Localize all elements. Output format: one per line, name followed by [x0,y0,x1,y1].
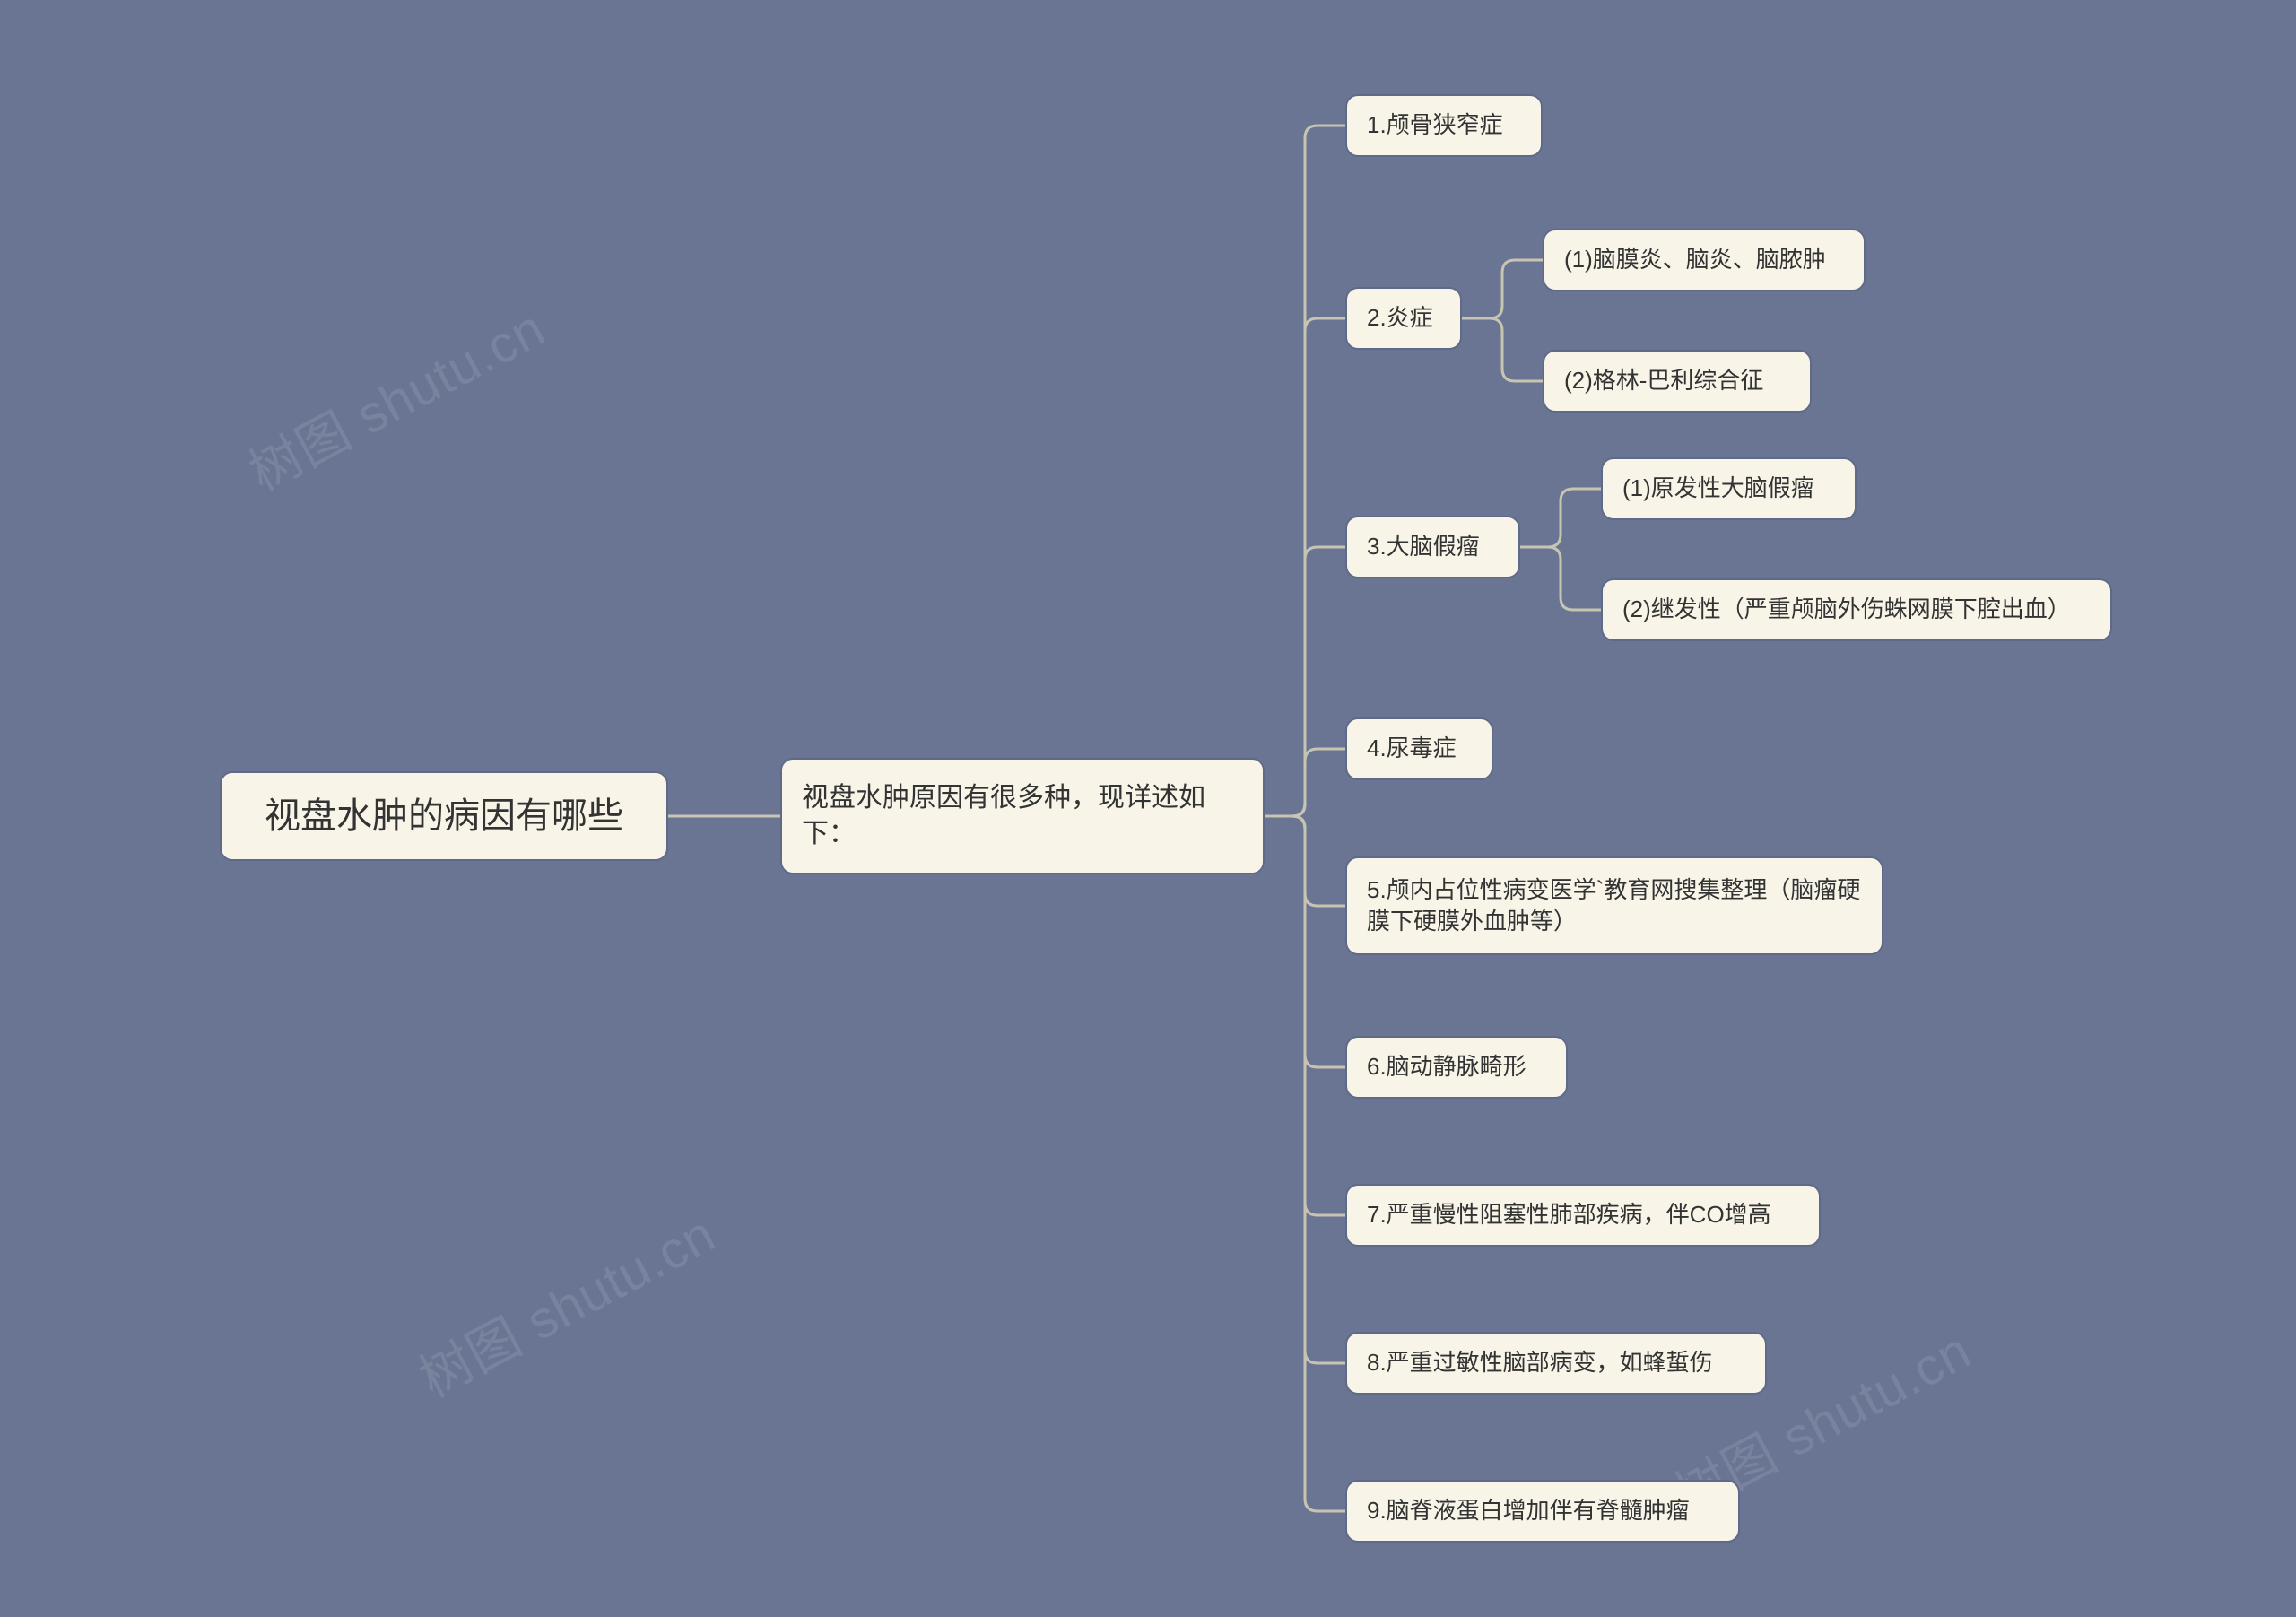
cause-3-sub-b: (2)继发性（严重颅脑外伤蛛网膜下腔出血） [1601,578,2112,641]
cause-node-1: 1.颅骨狭窄症 [1345,94,1543,157]
watermark: 树图 shutu.cn [234,287,556,506]
cause-node-3: 3.大脑假瘤 [1345,516,1520,578]
cause-node-2: 2.炎症 [1345,287,1462,350]
cause-node-4: 4.尿毒症 [1345,717,1493,780]
cause-2-sub-a: (1)脑膜炎、脑炎、脑脓肿 [1543,229,1866,291]
cause-node-7: 7.严重慢性阻塞性肺部疾病，伴CO增高 [1345,1184,1821,1247]
cause-node-6: 6.脑动静脉畸形 [1345,1036,1568,1099]
watermark: 树图 shutu.cn [404,1193,726,1412]
intro-node: 视盘水肿原因有很多种，现详述如下： [780,758,1265,874]
cause-2-sub-b: (2)格林-巴利综合征 [1543,350,1812,413]
cause-node-5: 5.颅内占位性病变医学`教育网搜集整理（脑瘤硬膜下硬膜外血肿等） [1345,856,1883,955]
root-node: 视盘水肿的病因有哪些 [220,771,668,861]
cause-node-8: 8.严重过敏性脑部病变，如蜂蜇伤 [1345,1332,1767,1395]
mindmap-canvas: 树图 shutu.cn 树图 shutu.cn 树图 shutu.cn 视盘水肿… [0,0,2296,1617]
cause-node-9: 9.脑脊液蛋白增加伴有脊髓肿瘤 [1345,1480,1740,1543]
cause-3-sub-a: (1)原发性大脑假瘤 [1601,457,1857,520]
